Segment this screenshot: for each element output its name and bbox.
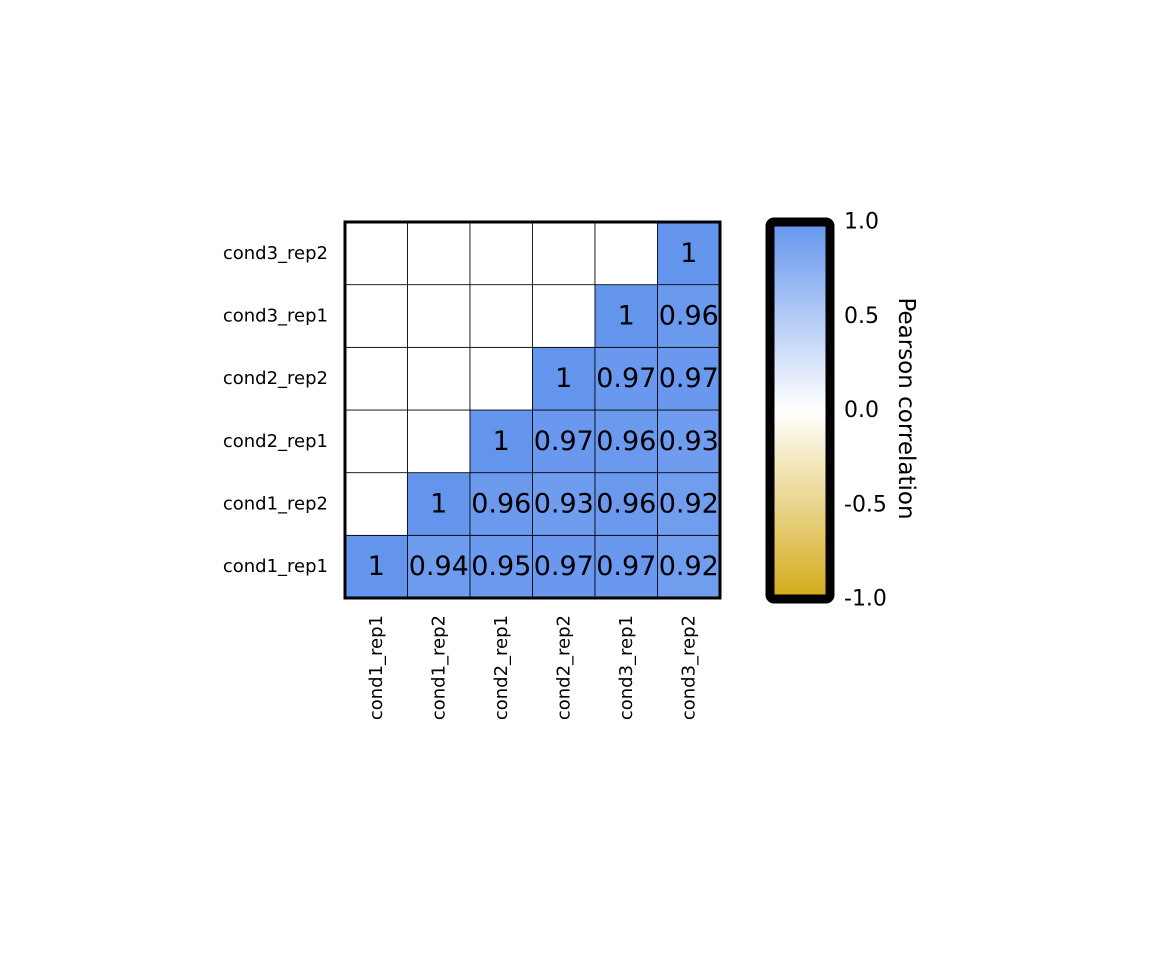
heatmap-cell xyxy=(469,221,533,286)
column-tick-labels: cond1_rep1 cond1_rep2 cond2_rep1 cond2_rep2… xyxy=(366,615,700,720)
cell-value-label: 1 xyxy=(430,489,447,520)
heatmap-cell xyxy=(407,284,471,348)
cell-value-label: 0.93 xyxy=(534,489,594,520)
row-tick-label: cond2_rep1 xyxy=(223,431,328,452)
heatmap-cell xyxy=(532,409,596,474)
heatmap-cell xyxy=(532,221,596,286)
heatmap-cell xyxy=(407,409,471,474)
cell-value-label: 0.96 xyxy=(659,301,719,332)
heatmap-cell xyxy=(657,221,721,286)
colorbar-title: Pearson correlation xyxy=(893,297,919,519)
cell-value-label: 0.94 xyxy=(409,551,469,582)
heatmap-cell xyxy=(657,346,721,411)
cell-value-label: 0.93 xyxy=(659,426,719,457)
column-tick-label: cond2_rep1 xyxy=(491,615,512,720)
cell-value-label: 1 xyxy=(618,301,635,332)
cell-value-label: 0.95 xyxy=(471,551,531,582)
row-tick-label: cond2_rep2 xyxy=(223,368,328,389)
row-tick-label: cond1_rep1 xyxy=(223,556,328,577)
cell-value-label: 0.96 xyxy=(596,489,656,520)
colorbar-tick-label: 0.0 xyxy=(844,398,879,423)
row-tick-labels: cond1_rep1 cond1_rep2 cond2_rep1 cond2_rep2… xyxy=(223,243,328,577)
row-tick-label: cond1_rep2 xyxy=(223,494,328,515)
cell-value-label: 1 xyxy=(493,426,510,457)
heatmap-cell xyxy=(344,284,408,348)
cell-value-label: 0.96 xyxy=(471,489,531,520)
row-tick-label: cond3_rep1 xyxy=(223,306,328,327)
cell-value-label: 0.96 xyxy=(596,426,656,457)
heatmap-cell xyxy=(594,534,658,599)
heatmap-cell xyxy=(469,284,533,348)
heatmap-cells xyxy=(344,221,721,599)
colorbar-tick-label: 0.5 xyxy=(844,304,879,329)
column-tick-label: cond1_rep1 xyxy=(366,615,387,720)
cell-value-label: 0.92 xyxy=(659,551,719,582)
colorbar-tick-label: -0.5 xyxy=(844,492,887,517)
cell-value-label: 0.97 xyxy=(659,363,719,394)
heatmap-cell xyxy=(469,346,533,411)
heatmap-cell xyxy=(532,284,596,348)
heatmap-cell xyxy=(657,284,721,348)
heatmap-cell xyxy=(469,472,533,536)
heatmap-cell xyxy=(532,472,596,536)
heatmap-cell xyxy=(407,346,471,411)
heatmap-cell xyxy=(657,534,721,599)
heatmap-cell xyxy=(344,221,408,286)
heatmap-cell xyxy=(344,409,408,474)
heatmap-cell-labels: 1 0.94 0.95 0.97 0.97 0.921 0.96 0.93 0.96 0.921 0… xyxy=(368,238,719,582)
colorbar-tick-labels: 1.0 0.5 0.0 -0.5 -1.0 xyxy=(844,210,887,612)
heatmap-cell xyxy=(344,472,408,536)
row-tick-label: cond3_rep2 xyxy=(223,243,328,264)
heatmap-cell xyxy=(469,409,533,474)
cell-value-label: 0.97 xyxy=(596,551,656,582)
heatmap-cell xyxy=(344,534,408,599)
cell-value-label: 1 xyxy=(555,363,572,394)
heatmap-border xyxy=(343,220,722,600)
column-tick-label: cond1_rep2 xyxy=(428,615,449,720)
heatmap-cell xyxy=(344,346,408,411)
heatmap-cell xyxy=(532,534,596,599)
heatmap-cell xyxy=(532,346,596,411)
column-tick-label: cond3_rep1 xyxy=(616,615,637,720)
cell-value-label: 1 xyxy=(368,551,385,582)
heatmap-cell xyxy=(594,472,658,536)
heatmap-cell xyxy=(594,284,658,348)
cell-value-label: 0.92 xyxy=(659,489,719,520)
column-tick-label: cond2_rep2 xyxy=(553,615,574,720)
colorbar-tick-label: 1.0 xyxy=(844,210,879,235)
column-tick-label: cond3_rep2 xyxy=(678,615,699,720)
heatmap-cell xyxy=(407,534,471,599)
heatmap-cell xyxy=(407,221,471,286)
heatmap-cell xyxy=(407,472,471,536)
cell-value-label: 0.97 xyxy=(596,363,656,394)
heatmap-cell xyxy=(594,221,658,286)
cell-value-label: 1 xyxy=(680,238,697,269)
colorbar xyxy=(765,217,835,604)
cell-value-label: 0.97 xyxy=(534,551,594,582)
cell-value-label: 0.97 xyxy=(534,426,594,457)
colorbar-tick-label: -1.0 xyxy=(844,587,887,612)
heatmap-cell xyxy=(594,346,658,411)
